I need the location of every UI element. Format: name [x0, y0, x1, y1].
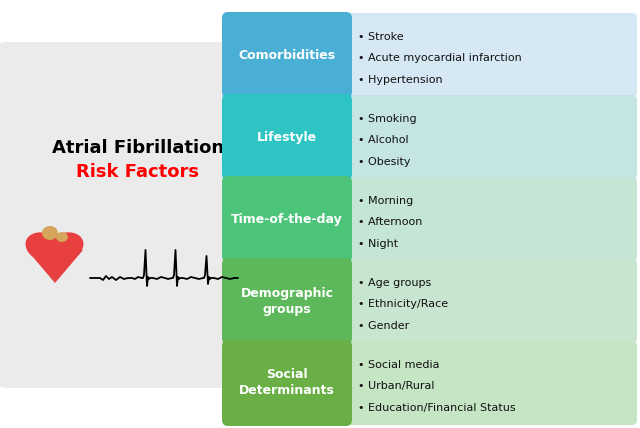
Text: • Stroke: • Stroke	[358, 32, 404, 42]
Text: • Hypertension: • Hypertension	[358, 74, 443, 85]
Text: • Obesity: • Obesity	[358, 157, 410, 166]
Text: • Ethnicity/Race: • Ethnicity/Race	[358, 299, 448, 309]
Text: • Acute myocardial infarction: • Acute myocardial infarction	[358, 54, 522, 63]
Text: • Age groups: • Age groups	[358, 278, 431, 288]
FancyBboxPatch shape	[222, 12, 352, 98]
Text: Risk Factors: Risk Factors	[77, 163, 200, 181]
FancyBboxPatch shape	[343, 177, 637, 261]
FancyBboxPatch shape	[343, 13, 637, 97]
Ellipse shape	[42, 226, 58, 240]
FancyBboxPatch shape	[0, 42, 241, 388]
Text: • Afternoon: • Afternoon	[358, 217, 422, 227]
Text: • Education/Financial Status: • Education/Financial Status	[358, 403, 516, 413]
FancyBboxPatch shape	[222, 340, 352, 426]
Text: • Gender: • Gender	[358, 321, 409, 331]
Ellipse shape	[26, 232, 63, 262]
Text: • Smoking: • Smoking	[358, 114, 417, 124]
Text: Atrial Fibrillation: Atrial Fibrillation	[52, 139, 224, 157]
Text: Social
Determinants: Social Determinants	[239, 369, 335, 398]
Polygon shape	[27, 250, 83, 283]
FancyBboxPatch shape	[343, 341, 637, 425]
Text: • Alcohol: • Alcohol	[358, 135, 408, 146]
Ellipse shape	[56, 232, 68, 242]
Text: Lifestyle: Lifestyle	[257, 131, 317, 143]
FancyBboxPatch shape	[222, 94, 352, 180]
Text: Demographic
groups: Demographic groups	[241, 286, 333, 315]
FancyBboxPatch shape	[343, 95, 637, 179]
Text: • Social media: • Social media	[358, 360, 440, 370]
Text: • Urban/Rural: • Urban/Rural	[358, 381, 435, 391]
Ellipse shape	[47, 232, 83, 262]
Text: • Night: • Night	[358, 239, 398, 249]
FancyBboxPatch shape	[222, 258, 352, 344]
Text: Time-of-the-day: Time-of-the-day	[231, 212, 343, 226]
Text: • Morning: • Morning	[358, 196, 413, 206]
FancyBboxPatch shape	[343, 259, 637, 343]
Text: Comorbidities: Comorbidities	[239, 48, 335, 62]
Polygon shape	[215, 175, 270, 265]
FancyBboxPatch shape	[222, 176, 352, 262]
